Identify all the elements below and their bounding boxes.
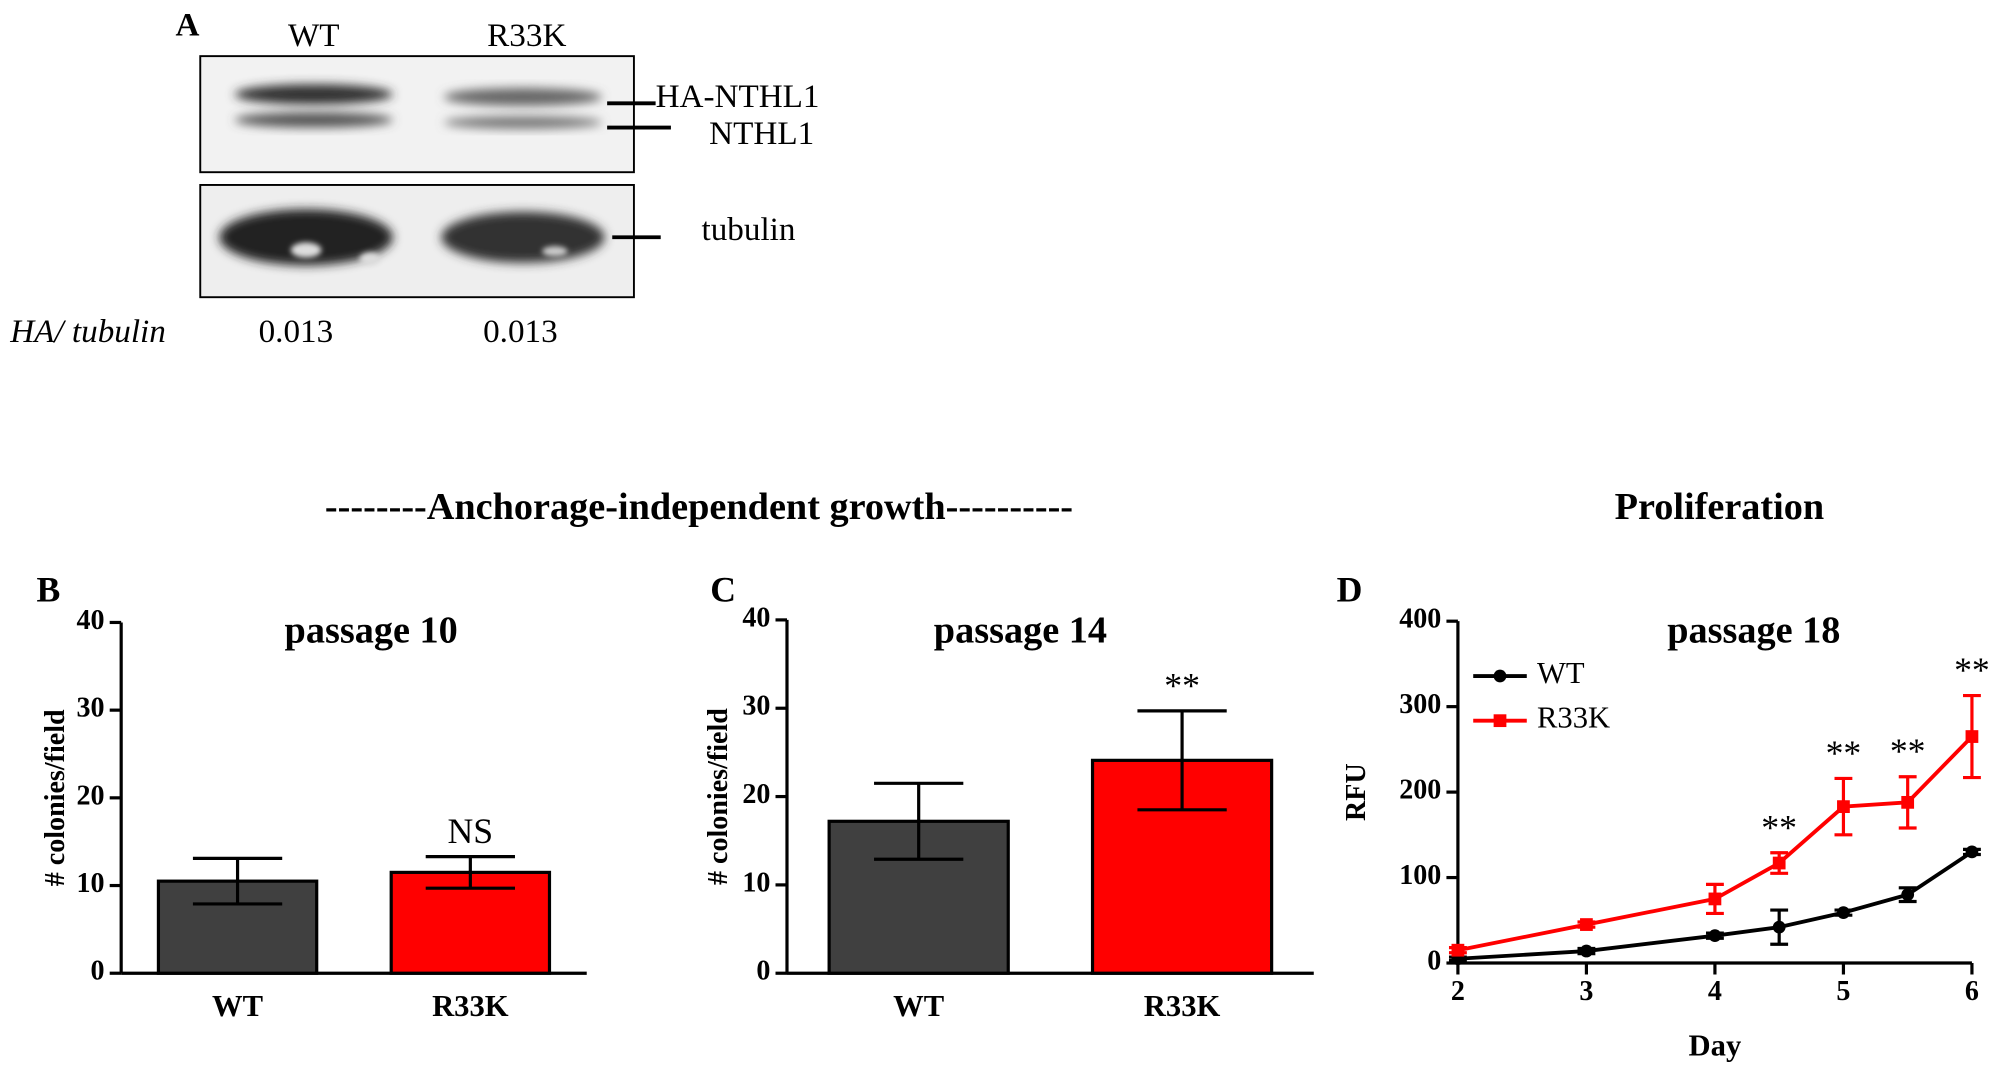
y-tick-label: 400	[1399, 604, 1441, 635]
blot-band	[234, 112, 393, 128]
marker	[1708, 929, 1722, 943]
marker	[1772, 856, 1786, 870]
y-tick-label: 30	[742, 691, 770, 722]
x-tick-label: 5	[1836, 976, 1850, 1007]
y-tick-label: 0	[1427, 945, 1441, 976]
marker	[1493, 669, 1507, 683]
significance-label: **	[1826, 733, 1862, 773]
blot-band	[234, 84, 393, 105]
y-tick-label: 40	[77, 605, 105, 636]
panel-label: C	[710, 569, 736, 609]
band-label: HA-NTHL1	[656, 78, 820, 115]
x-tick-label: 4	[1708, 976, 1722, 1007]
marker	[1901, 888, 1915, 902]
blot-spot	[542, 246, 568, 257]
marker	[1493, 714, 1507, 728]
y-tick-label: 300	[1399, 689, 1441, 720]
significance-label: **	[1761, 807, 1797, 847]
ratio-label: HA/ tubulin	[9, 313, 166, 350]
y-tick-label: 20	[77, 780, 105, 811]
blot-spot	[359, 252, 381, 266]
lane-label: R33K	[487, 17, 566, 54]
ratio-value: 0.013	[259, 313, 334, 350]
marker	[1901, 795, 1915, 809]
x-tick-label: R33K	[432, 989, 509, 1023]
y-tick-label: 100	[1399, 860, 1441, 891]
panel-label: B	[37, 569, 61, 609]
section-title: --------Anchorage-independent growth----…	[325, 486, 1073, 528]
x-tick-label: 3	[1579, 976, 1593, 1007]
y-tick-label: 30	[77, 693, 105, 724]
ratio-value: 0.013	[483, 313, 558, 350]
x-tick-label: 6	[1965, 976, 1979, 1007]
x-axis-label: Day	[1689, 1029, 1742, 1063]
y-tick-label: 0	[91, 956, 105, 987]
marker	[1837, 906, 1850, 919]
panel-a: A WT R33K HA-NTHL1 NTHL1 tubulin HA/ tub…	[9, 7, 819, 350]
x-tick-label: R33K	[1144, 989, 1221, 1023]
y-axis-label: # colonies/field	[703, 708, 734, 885]
blot-spot	[290, 242, 322, 258]
band-label: tubulin	[702, 211, 796, 248]
marker	[1965, 730, 1979, 743]
y-tick-label: 40	[742, 602, 770, 633]
blot-band	[441, 211, 605, 263]
section-title: Proliferation	[1615, 486, 1825, 528]
marker	[1837, 800, 1850, 814]
y-tick-label: 0	[756, 956, 770, 987]
panel-label: D	[1337, 569, 1363, 609]
blot-band	[219, 209, 393, 266]
blot-band	[443, 116, 603, 129]
significance-label: **	[1890, 731, 1926, 771]
marker	[1580, 918, 1593, 931]
x-tick-label: WT	[893, 989, 944, 1023]
chart-title: passage 14	[934, 610, 1107, 652]
x-tick-label: WT	[212, 989, 263, 1023]
lane-label: WT	[288, 17, 340, 54]
blot-band	[443, 88, 603, 106]
y-tick-label: 20	[742, 779, 770, 810]
band-label: NTHL1	[709, 115, 814, 152]
significance-label: NS	[448, 811, 494, 851]
y-tick-label: 200	[1399, 775, 1441, 806]
y-axis-label: # colonies/field	[40, 709, 71, 886]
y-tick-label: 10	[742, 867, 770, 898]
significance-label: **	[1164, 665, 1200, 705]
chart-title: passage 18	[1667, 610, 1840, 652]
marker	[1580, 944, 1593, 958]
marker	[1965, 845, 1979, 859]
marker	[1772, 920, 1786, 934]
legend-label: R33K	[1537, 701, 1610, 735]
marker	[1708, 892, 1722, 906]
panel-label: A	[176, 7, 200, 44]
y-axis-label: RFU	[1341, 763, 1372, 821]
x-tick-label: 2	[1451, 976, 1465, 1007]
marker	[1451, 943, 1465, 957]
y-tick-label: 10	[77, 868, 105, 899]
legend-label: WT	[1537, 656, 1585, 690]
significance-label: **	[1954, 650, 1990, 690]
chart-title: passage 10	[285, 610, 458, 652]
